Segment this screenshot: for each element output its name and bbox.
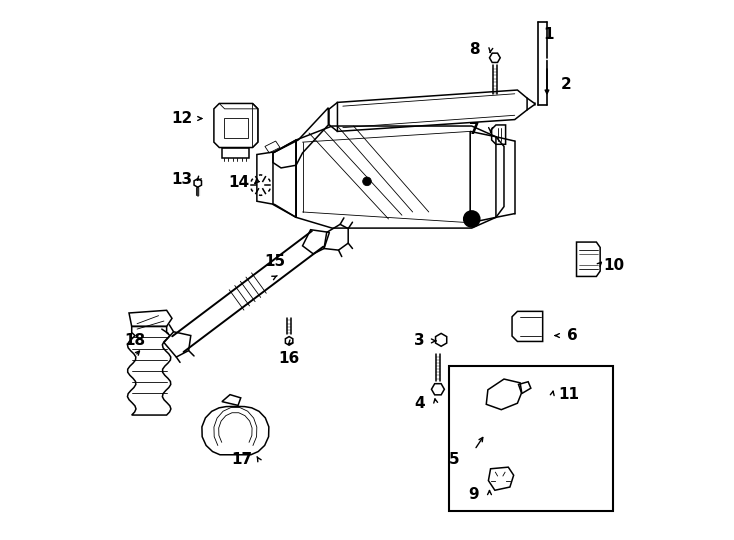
Text: 7: 7 (469, 122, 480, 137)
Text: 1: 1 (543, 27, 554, 42)
Text: 15: 15 (264, 254, 286, 269)
Text: 16: 16 (278, 351, 299, 366)
Bar (224, 118, 248, 138)
Bar (448, 366, 613, 511)
Circle shape (464, 211, 480, 227)
Text: 2: 2 (560, 77, 571, 92)
Text: 18: 18 (124, 333, 145, 348)
Text: 8: 8 (469, 42, 480, 57)
Text: 13: 13 (171, 172, 192, 187)
Text: 3: 3 (414, 333, 425, 348)
Circle shape (363, 177, 371, 186)
Text: 17: 17 (232, 451, 253, 467)
Text: 5: 5 (448, 451, 459, 467)
Text: 9: 9 (468, 487, 479, 502)
Text: 4: 4 (414, 396, 425, 411)
Text: 12: 12 (171, 111, 192, 126)
Text: 14: 14 (228, 176, 250, 191)
Text: 10: 10 (603, 258, 625, 273)
Text: 11: 11 (558, 387, 579, 402)
Text: 6: 6 (567, 328, 578, 343)
